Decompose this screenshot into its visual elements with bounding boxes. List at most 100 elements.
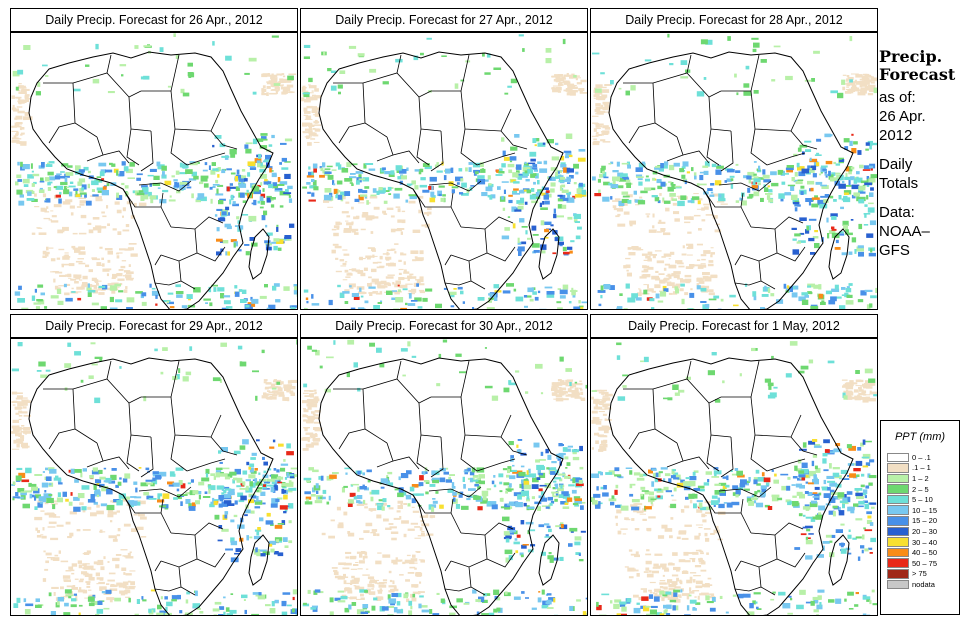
dry-cell bbox=[11, 391, 18, 395]
dry-cell bbox=[845, 79, 849, 82]
rain-cell bbox=[772, 591, 776, 594]
dry-cell bbox=[70, 212, 74, 216]
dry-cell bbox=[551, 394, 558, 396]
rain-cell bbox=[835, 443, 841, 447]
dry-cell bbox=[426, 533, 434, 536]
rain-cell bbox=[848, 251, 853, 255]
dry-cell bbox=[598, 134, 604, 136]
rain-cell bbox=[546, 139, 554, 144]
rain-cell bbox=[523, 484, 531, 490]
dry-cell bbox=[393, 562, 398, 565]
rain-cell bbox=[39, 180, 45, 183]
rain-cell bbox=[475, 480, 482, 484]
rain-cell bbox=[541, 505, 549, 507]
forecast-panel-5: Daily Precip. Forecast for 30 Apr., 2012 bbox=[300, 314, 588, 616]
dry-cell bbox=[376, 597, 382, 601]
rain-cell bbox=[162, 189, 169, 193]
rain-cell bbox=[531, 607, 537, 610]
rain-cell bbox=[98, 285, 106, 289]
rain-cell bbox=[241, 594, 248, 599]
dry-cell bbox=[664, 568, 670, 572]
dry-cell bbox=[19, 432, 22, 434]
dry-cell bbox=[21, 99, 29, 102]
dry-cell bbox=[91, 258, 100, 261]
dry-cell bbox=[366, 215, 375, 220]
rain-cell bbox=[516, 200, 524, 204]
dry-cell bbox=[671, 574, 679, 577]
rain-cell bbox=[540, 220, 545, 226]
rain-cell bbox=[708, 298, 717, 301]
dry-cell bbox=[267, 390, 271, 392]
rain-cell bbox=[269, 608, 276, 614]
rain-cell bbox=[662, 163, 668, 169]
rain-cell bbox=[146, 482, 153, 485]
rain-cell bbox=[165, 606, 168, 612]
rain-cell bbox=[429, 176, 437, 182]
country-border bbox=[686, 54, 692, 74]
rain-cell bbox=[212, 186, 216, 188]
dry-cell bbox=[392, 581, 395, 585]
dry-cell bbox=[13, 138, 22, 140]
dry-cell bbox=[125, 588, 130, 590]
rain-cell bbox=[816, 554, 824, 558]
africa-coastline bbox=[608, 51, 854, 309]
rain-cell bbox=[360, 295, 364, 298]
rain-cell bbox=[218, 614, 224, 615]
dry-cell bbox=[282, 75, 286, 78]
dry-cell bbox=[363, 267, 368, 271]
rain-cell bbox=[545, 593, 548, 596]
dry-cell bbox=[688, 245, 694, 249]
dry-cell bbox=[681, 537, 689, 540]
rain-cell bbox=[856, 489, 859, 493]
rain-cell bbox=[714, 490, 723, 495]
country-border bbox=[210, 130, 238, 150]
dry-cell bbox=[302, 131, 305, 133]
rain-cell bbox=[323, 51, 326, 56]
rain-cell bbox=[204, 162, 208, 166]
rain-cell bbox=[539, 168, 548, 173]
rain-cell bbox=[273, 485, 278, 491]
rain-cell bbox=[249, 237, 255, 241]
rain-cell bbox=[547, 607, 554, 609]
rain-cell bbox=[339, 292, 345, 298]
dry-cell bbox=[670, 517, 674, 520]
rain-cell bbox=[566, 176, 571, 181]
rain-cell bbox=[359, 287, 362, 292]
rain-cell bbox=[118, 290, 124, 293]
rain-cell bbox=[205, 473, 209, 478]
rain-cell bbox=[236, 477, 243, 483]
rain-cell bbox=[871, 506, 875, 509]
rain-cell bbox=[50, 295, 59, 299]
rain-cell bbox=[637, 178, 643, 181]
rain-cell bbox=[623, 308, 628, 309]
rain-cell bbox=[567, 445, 573, 448]
dry-cell bbox=[859, 78, 863, 81]
country-border bbox=[460, 522, 514, 536]
rain-cell bbox=[649, 491, 654, 496]
rain-cell bbox=[431, 506, 435, 512]
rain-cell bbox=[57, 492, 61, 497]
dry-cell bbox=[129, 570, 136, 572]
dry-cell bbox=[409, 560, 415, 565]
rain-cell bbox=[513, 541, 520, 545]
rain-cell bbox=[838, 510, 845, 516]
rain-cell bbox=[344, 178, 353, 182]
dry-cell bbox=[79, 502, 84, 506]
dry-cell bbox=[845, 385, 848, 387]
rain-cell bbox=[512, 193, 520, 195]
rain-cell bbox=[560, 176, 565, 180]
rain-cell bbox=[45, 369, 51, 372]
rain-cell bbox=[308, 171, 314, 178]
rain-cell bbox=[218, 200, 224, 205]
dry-cell bbox=[262, 73, 271, 77]
rain-cell bbox=[544, 236, 549, 239]
rain-cell bbox=[160, 596, 163, 600]
dry-cell bbox=[330, 519, 335, 522]
rain-cell bbox=[224, 514, 228, 519]
rain-cell bbox=[49, 468, 57, 474]
rain-cell bbox=[408, 184, 411, 187]
dry-cell bbox=[628, 549, 633, 552]
dry-cell bbox=[47, 557, 55, 559]
rain-cell bbox=[344, 301, 349, 304]
dry-cell bbox=[411, 597, 417, 602]
